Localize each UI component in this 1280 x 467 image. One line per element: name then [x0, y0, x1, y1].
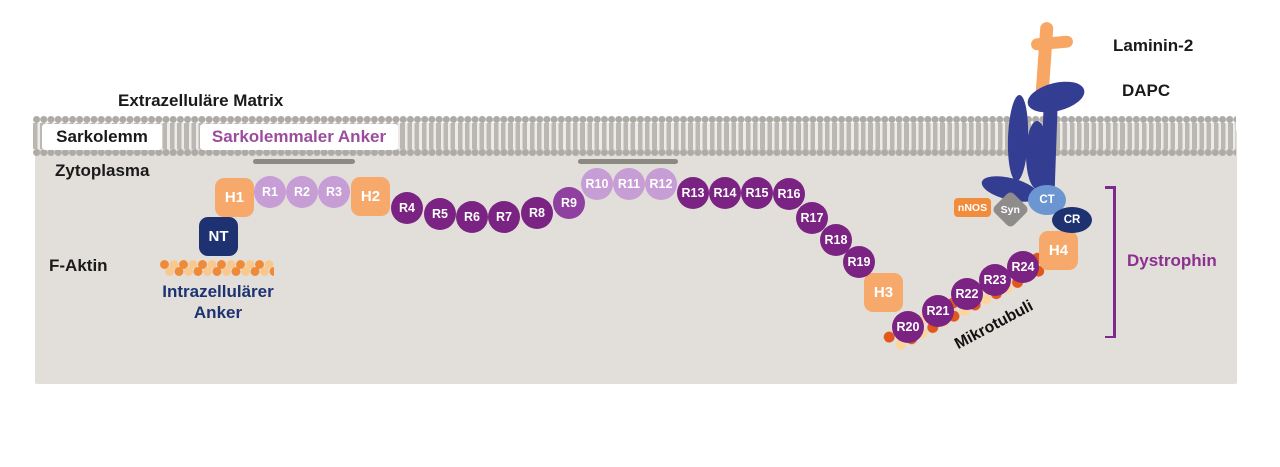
f-actin-filament [160, 260, 274, 277]
domain-nnos: nNOS [954, 198, 991, 217]
sarcolemma-label-box: Sarkolemm [42, 124, 162, 150]
domain-r13: R13 [677, 177, 709, 209]
laminin-cross-icon [1031, 22, 1073, 98]
domain-r1: R1 [254, 176, 286, 208]
domain-r21: R21 [922, 295, 954, 327]
intracellular-anchor-label: Intrazellulärer Anker [145, 281, 291, 323]
domain-r7: R7 [488, 201, 520, 233]
domain-r24: R24 [1007, 251, 1039, 283]
domain-h1: H1 [215, 178, 254, 217]
domain-cr: CR [1052, 207, 1092, 233]
domain-r19: R19 [843, 246, 875, 278]
domain-r16: R16 [773, 178, 805, 210]
domain-r8: R8 [521, 197, 553, 229]
intracellular-anchor-line2: Anker [193, 303, 243, 322]
domain-r10: R10 [581, 168, 613, 200]
dystrophin-bracket [1113, 186, 1116, 338]
syn-label: Syn [1000, 203, 1021, 216]
sarcolemmal-anchor-label-box: Sarkolemmaler Anker [200, 124, 398, 150]
domain-h4: H4 [1039, 231, 1078, 270]
domain-r9: R9 [553, 187, 585, 219]
domain-r12: R12 [645, 168, 677, 200]
domain-r23: R23 [979, 264, 1011, 296]
domain-nt: NT [199, 217, 238, 256]
domain-r2: R2 [286, 176, 318, 208]
intracellular-anchor-line1: Intrazellulärer [162, 282, 274, 301]
membrane-top-beads [33, 116, 1236, 123]
sarcolemmal-anchor-bar-1 [253, 159, 355, 164]
f-actin-label: F-Aktin [49, 256, 108, 275]
dystroglycan-icon [981, 81, 1085, 202]
membrane-bottom-beads [33, 149, 1236, 156]
domain-r15: R15 [741, 177, 773, 209]
domain-h3: H3 [864, 273, 903, 312]
actin-strand-1 [160, 260, 274, 269]
sarcolemmal-anchor-bar-2 [578, 159, 678, 164]
domain-r5: R5 [424, 198, 456, 230]
dystrophin-bracket-top-tick [1105, 186, 1115, 189]
domain-r11: R11 [613, 168, 645, 200]
laminin-label: Laminin-2 [1113, 36, 1194, 55]
domain-h2: H2 [351, 177, 390, 216]
domain-r17: R17 [796, 202, 828, 234]
domain-r6: R6 [456, 201, 488, 233]
domain-r20: R20 [892, 311, 924, 343]
dystrophin-label: Dystrophin [1127, 251, 1217, 270]
domain-r14: R14 [709, 177, 741, 209]
domain-r22: R22 [951, 278, 983, 310]
dapc-complex [981, 22, 1085, 202]
dystrophin-bracket-bottom-tick [1105, 335, 1115, 338]
extracellular-matrix-label: Extrazelluläre Matrix [118, 91, 284, 110]
domain-r4: R4 [391, 192, 423, 224]
actin-strand-2 [165, 267, 274, 276]
domain-r3: R3 [318, 176, 350, 208]
dapc-label: DAPC [1122, 81, 1171, 100]
cytoplasm-label: Zytoplasma [55, 161, 150, 180]
